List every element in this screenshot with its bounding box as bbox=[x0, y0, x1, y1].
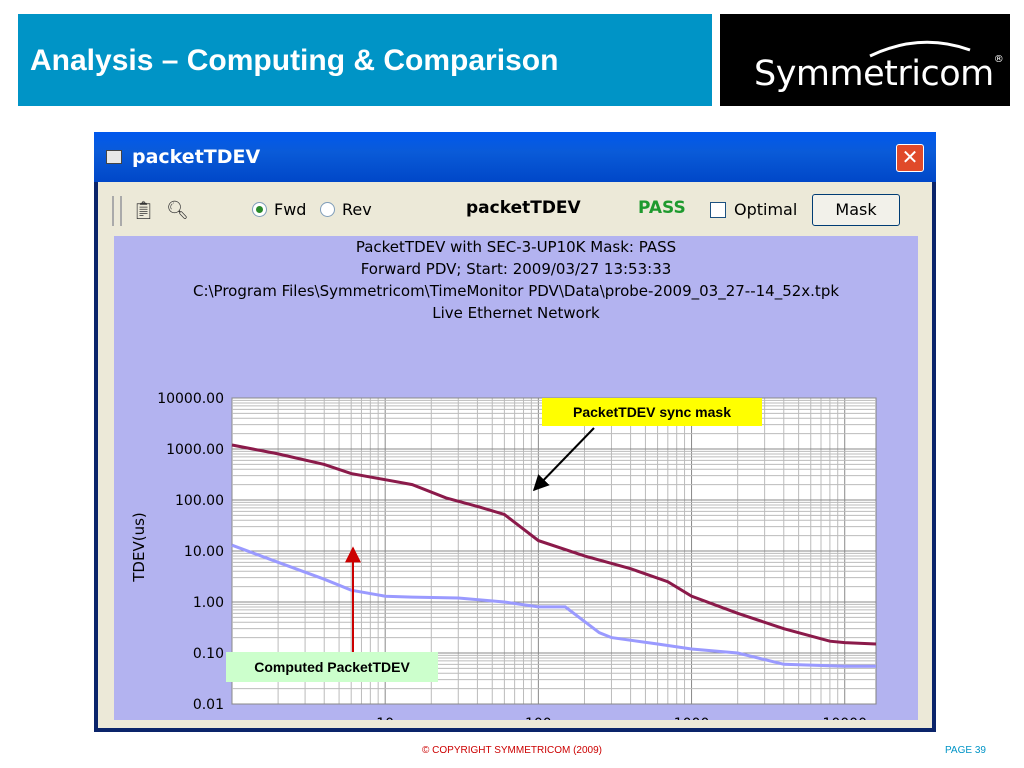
chart-title-line-1: PacketTDEV with SEC-3-UP10K Mask: PASS bbox=[355, 238, 677, 256]
y-tick-label: 1.00 bbox=[193, 595, 224, 611]
logo-registered-mark: ® bbox=[993, 54, 1004, 65]
window-client-area: 📋︎ 🔍︎ Fwd Rev packetTDEV PASS Optimal Ma… bbox=[98, 182, 932, 728]
y-axis-label: TDEV(us) bbox=[130, 512, 148, 582]
rev-label: Rev bbox=[342, 200, 372, 219]
y-tick-label: 10.00 bbox=[184, 544, 224, 560]
y-tick-label: 1000.00 bbox=[166, 442, 224, 458]
window-title: packetTDEV bbox=[132, 146, 261, 168]
optimal-label: Optimal bbox=[734, 200, 798, 219]
mask-button[interactable]: Mask bbox=[812, 194, 900, 226]
mask-series-line bbox=[231, 443, 877, 646]
copy-icon[interactable]: 📋︎ bbox=[132, 200, 155, 220]
x-tick-label: 1000 bbox=[674, 716, 710, 720]
magnifier-icon[interactable]: 🔍︎ bbox=[166, 200, 189, 220]
mask-callout-arrow bbox=[532, 427, 595, 492]
chart-title-line-2: Forward PDV; Start: 2009/03/27 13:53:33 bbox=[360, 260, 672, 278]
x-tick-label: 10 bbox=[376, 716, 394, 720]
mask-callout: PacketTDEV sync mask bbox=[542, 398, 762, 426]
fwd-label: Fwd bbox=[274, 200, 307, 219]
page-number: PAGE 39 bbox=[945, 745, 986, 756]
toolbar: 📋︎ 🔍︎ Fwd Rev packetTDEV PASS Optimal Ma… bbox=[112, 192, 918, 230]
y-tick-label: 0.10 bbox=[193, 646, 224, 662]
rev-radio[interactable] bbox=[320, 202, 335, 217]
measurement-name: packetTDEV bbox=[466, 198, 581, 218]
y-tick-label: 10000.00 bbox=[157, 391, 224, 407]
slide-title-bar: Analysis – Computing & Comparison bbox=[18, 14, 712, 106]
logo-text: Symmetricom bbox=[754, 54, 994, 94]
x-tick-label: 10000 bbox=[822, 716, 867, 720]
x-tick-label: 100 bbox=[525, 716, 552, 720]
symmetricom-logo: Symmetricom® bbox=[720, 14, 1010, 106]
computed-series-line bbox=[231, 543, 876, 668]
status-badge: PASS bbox=[638, 198, 686, 218]
window-title-bar[interactable]: packetTDEV ✕ bbox=[94, 132, 936, 182]
toolbar-grip[interactable] bbox=[112, 196, 122, 226]
close-button[interactable]: ✕ bbox=[896, 144, 924, 172]
chart-title-line-4: Live Ethernet Network bbox=[432, 304, 600, 322]
logo-swoosh-icon bbox=[869, 40, 971, 58]
computed-callout: Computed PacketTDEV bbox=[226, 652, 438, 682]
optimal-checkbox[interactable] bbox=[710, 202, 726, 218]
fwd-radio[interactable] bbox=[252, 202, 267, 217]
y-tick-label: 0.01 bbox=[193, 697, 224, 713]
chart-title-line-3: C:\Program Files\Symmetricom\TimeMonitor… bbox=[192, 282, 840, 300]
copyright-text: © COPYRIGHT SYMMETRICOM (2009) bbox=[422, 745, 602, 756]
y-tick-label: 100.00 bbox=[175, 493, 224, 509]
packettdev-window: packetTDEV ✕ 📋︎ 🔍︎ Fwd Rev packetTDEV PA… bbox=[94, 132, 936, 732]
window-app-icon bbox=[106, 150, 122, 164]
slide-title: Analysis – Computing & Comparison bbox=[30, 44, 559, 77]
